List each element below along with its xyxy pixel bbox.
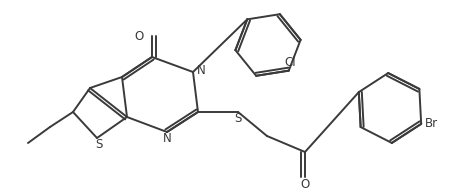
Text: Br: Br — [425, 117, 438, 130]
Text: N: N — [163, 132, 171, 145]
Text: O: O — [135, 30, 144, 43]
Text: S: S — [95, 139, 103, 152]
Text: N: N — [197, 63, 206, 76]
Text: S: S — [234, 113, 242, 126]
Text: Cl: Cl — [284, 56, 295, 69]
Text: O: O — [300, 178, 310, 191]
